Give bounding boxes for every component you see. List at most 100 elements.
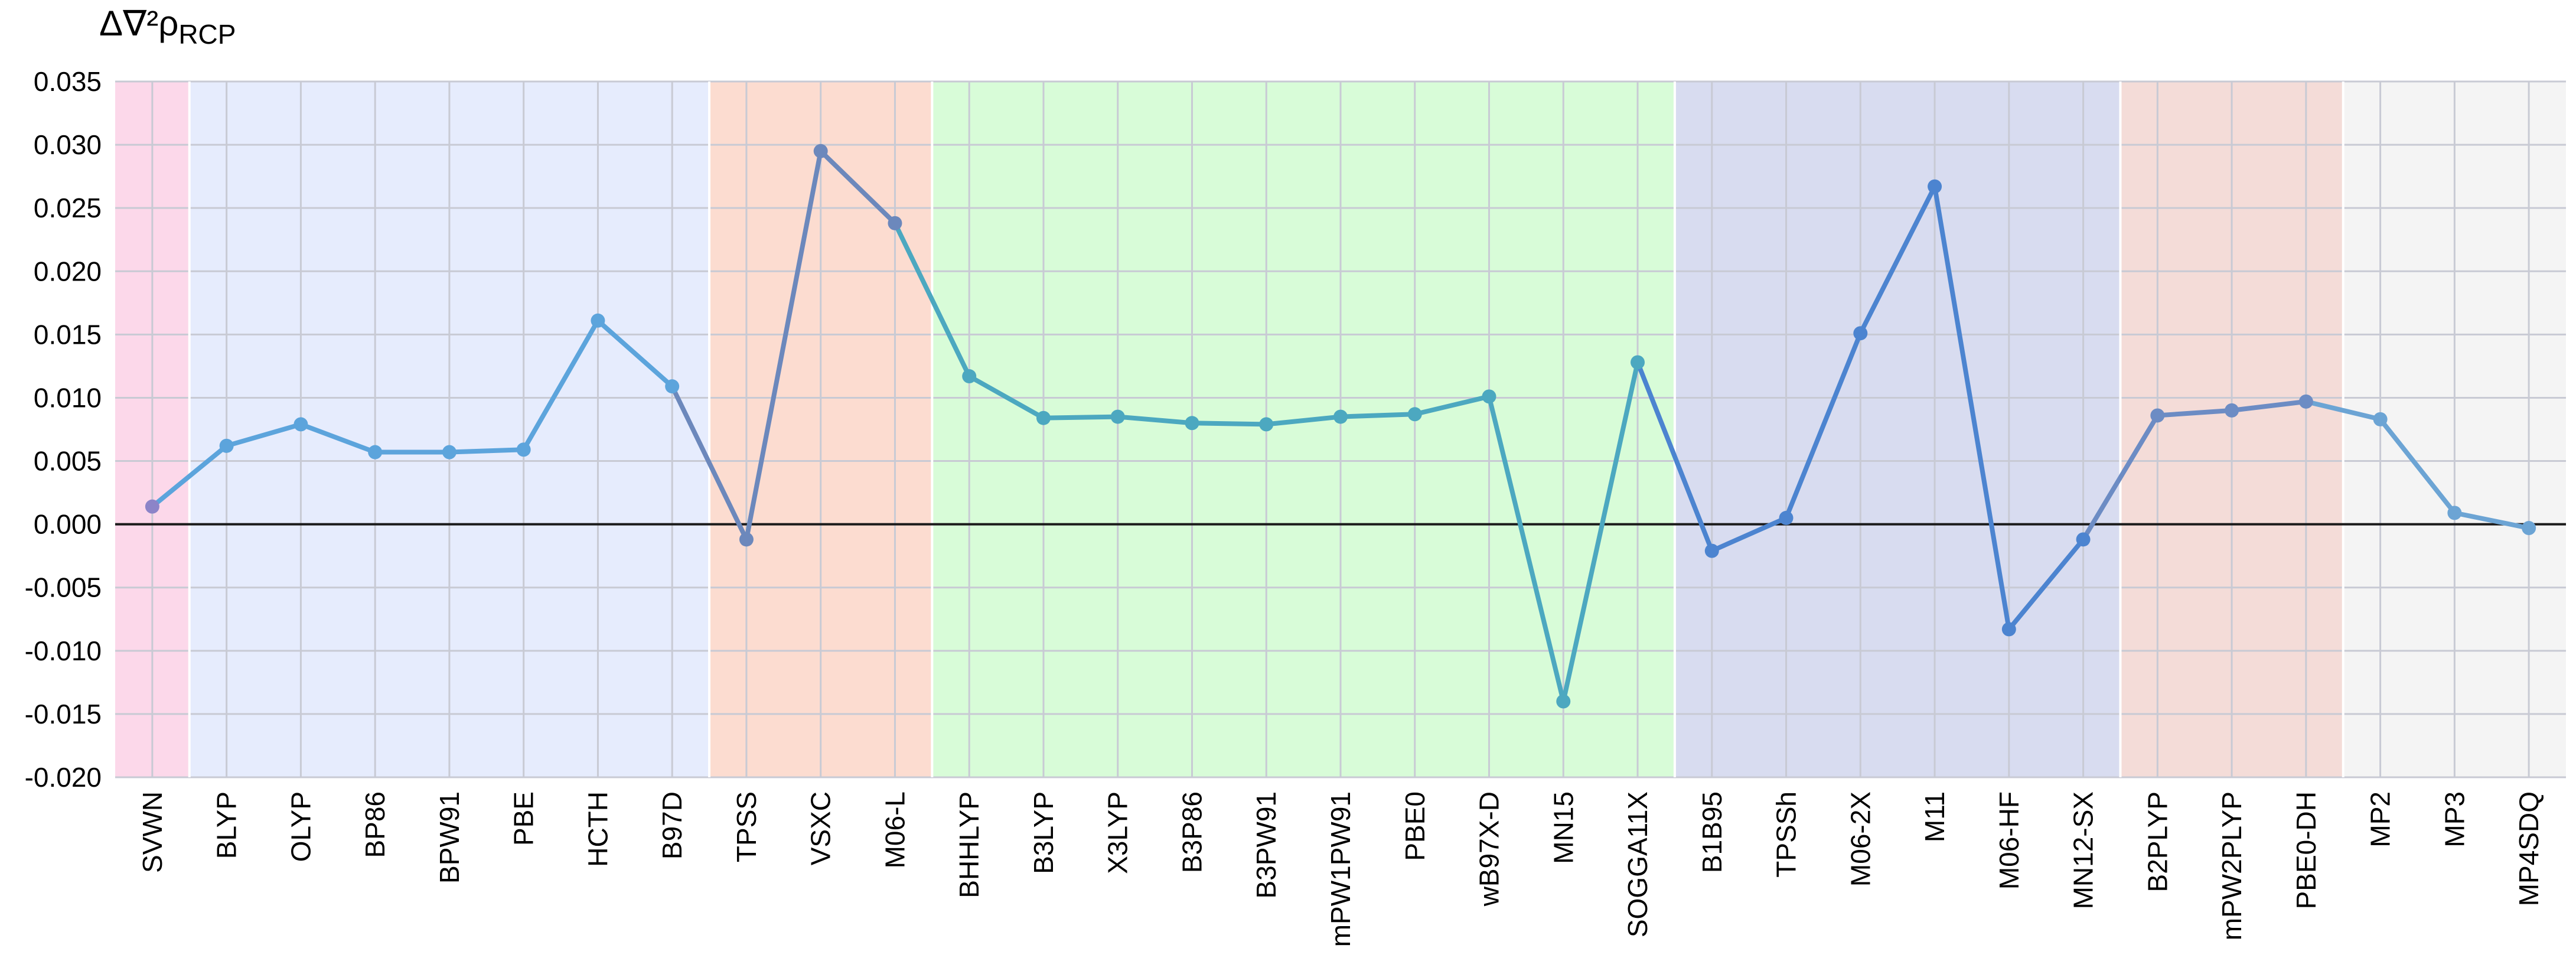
- x-tick-label-MP3: MP3: [2439, 791, 2470, 848]
- data-point-M06-HF: [2001, 622, 2016, 637]
- x-tick-label-mPW1PW91: mPW1PW91: [1325, 791, 1356, 947]
- y-tick-label: 0.000: [34, 509, 102, 540]
- data-point-TPSS: [739, 532, 754, 547]
- data-point-BHHLYP: [962, 369, 977, 384]
- data-point-M11: [1928, 179, 1942, 194]
- series-segment: [1189, 421, 1269, 427]
- y-tick-label: 0.015: [34, 319, 102, 350]
- series-segment: [967, 374, 1046, 421]
- x-tick-label-PBE: PBE: [508, 791, 539, 846]
- data-point-MP4SDQ: [2522, 521, 2536, 536]
- series-segment: [595, 318, 675, 389]
- series-segment: [2378, 416, 2457, 516]
- x-tick-label-M06-L: M06-L: [879, 791, 910, 868]
- series-segment: [446, 447, 526, 455]
- series-segment: [2081, 413, 2160, 542]
- x-tick-label-BHHLYP: BHHLYP: [954, 791, 984, 898]
- series-segment: [1932, 184, 2011, 632]
- series-segment: [1264, 414, 1343, 427]
- data-point-X3LYP: [1110, 409, 1125, 424]
- data-point-MN12-SX: [2076, 532, 2091, 547]
- data-point-OLYP: [294, 417, 308, 432]
- group-band-3: [932, 82, 1675, 777]
- y-tick-label: 0.035: [34, 66, 102, 97]
- x-tick-label-B1B95: B1B95: [1697, 791, 1727, 873]
- series-segment: [2229, 399, 2308, 413]
- series-segment: [2452, 510, 2532, 531]
- data-point-PBE: [516, 442, 531, 457]
- series-segment: [1635, 360, 1714, 553]
- data-point-B1B95: [1704, 543, 1719, 558]
- y-tick-label: 0.005: [34, 446, 102, 477]
- series-segment: [1338, 412, 1417, 419]
- series-segment: [224, 422, 304, 448]
- data-point-MP3: [2447, 506, 2462, 520]
- x-tick-label-SOGGA11X: SOGGA11X: [1622, 791, 1653, 937]
- data-point-mPW2PLYP: [2225, 403, 2239, 418]
- series-segment: [1115, 414, 1195, 426]
- series-segment: [2303, 399, 2383, 422]
- data-point-PBE0: [1407, 407, 1422, 422]
- data-point-M06-2X: [1853, 326, 1868, 341]
- series-segment: [1858, 184, 1938, 336]
- series-segment: [670, 384, 749, 542]
- x-tick-label-B3LYP: B3LYP: [1028, 791, 1059, 874]
- series-points: [145, 144, 2536, 709]
- series-segment: [2155, 408, 2235, 418]
- series-segment: [1412, 394, 1492, 417]
- data-point-wB97X-D: [1482, 389, 1496, 404]
- y-tick-label: 0.010: [34, 382, 102, 413]
- x-tick-label-BLYP: BLYP: [211, 791, 242, 859]
- y-tick-label: 0.020: [34, 256, 102, 286]
- x-tick-label-SVWN: SVWN: [137, 791, 168, 873]
- series-segment: [1486, 394, 1566, 704]
- data-point-B3P86: [1185, 416, 1199, 431]
- x-tick-label-mPW2PLYP: mPW2PLYP: [2216, 791, 2247, 940]
- series-segment: [892, 220, 972, 379]
- x-tick-label-OLYP: OLYP: [285, 791, 316, 862]
- series-segment: [818, 148, 898, 226]
- x-tick-label-B2PLYP: B2PLYP: [2142, 791, 2173, 892]
- x-tick-label-MP2: MP2: [2365, 791, 2396, 848]
- x-tick-label-TPSSh: TPSSh: [1771, 791, 1802, 878]
- data-point-HCTH: [591, 313, 605, 328]
- x-tick-label-B3PW91: B3PW91: [1251, 791, 1282, 899]
- x-tick-labels: SVWN BLYP OLYP BP86 BPW91 PBE HCTH B97D TPSS VSXC…: [137, 791, 2544, 947]
- group-band-4: [1674, 82, 2121, 777]
- x-tick-label-TPSS: TPSS: [731, 791, 762, 862]
- series-lines: [149, 148, 2532, 704]
- series-segment: [1709, 515, 1789, 553]
- data-point-SVWN: [145, 499, 159, 514]
- series-segment: [149, 443, 229, 509]
- data-point-B3PW91: [1259, 417, 1274, 432]
- x-tick-label-MP4SDQ: MP4SDQ: [2513, 791, 2544, 906]
- series-segment: [1041, 414, 1120, 421]
- x-tick-label-wB97X-D: wB97X-D: [1474, 791, 1505, 907]
- y-axis-title-main: Δ∇²ρ: [99, 4, 178, 43]
- x-tick-label-BP86: BP86: [360, 791, 390, 858]
- x-tick-label-MN12-SX: MN12-SX: [2068, 791, 2099, 909]
- series-segment: [744, 148, 823, 542]
- x-tick-label-BPW91: BPW91: [434, 791, 465, 884]
- data-point-MP2: [2373, 412, 2388, 426]
- x-tick-label-PBE0: PBE0: [1400, 791, 1430, 861]
- x-tick-label-PBE0-DH: PBE0-DH: [2291, 791, 2321, 909]
- data-point-B97D: [665, 379, 680, 394]
- series-segment: [298, 422, 378, 455]
- y-tick-label: -0.020: [25, 762, 102, 793]
- x-tick-label-X3LYP: X3LYP: [1103, 791, 1133, 874]
- x-tick-label-B3P86: B3P86: [1176, 791, 1207, 873]
- y-tick-label: -0.010: [25, 636, 102, 666]
- data-point-B3LYP: [1036, 410, 1051, 425]
- series-segment: [1783, 331, 1863, 520]
- y-axis-title: Δ∇²ρRCP: [99, 4, 236, 50]
- data-point-PBE0-DH: [2298, 394, 2313, 409]
- y-tick-label: -0.005: [25, 572, 102, 603]
- data-point-mPW1PW91: [1333, 409, 1348, 424]
- series-segment: [521, 318, 601, 452]
- x-tick-label-M11: M11: [1919, 791, 1950, 842]
- x-tick-label-MN15: MN15: [1548, 791, 1579, 864]
- series-segment: [2006, 537, 2086, 632]
